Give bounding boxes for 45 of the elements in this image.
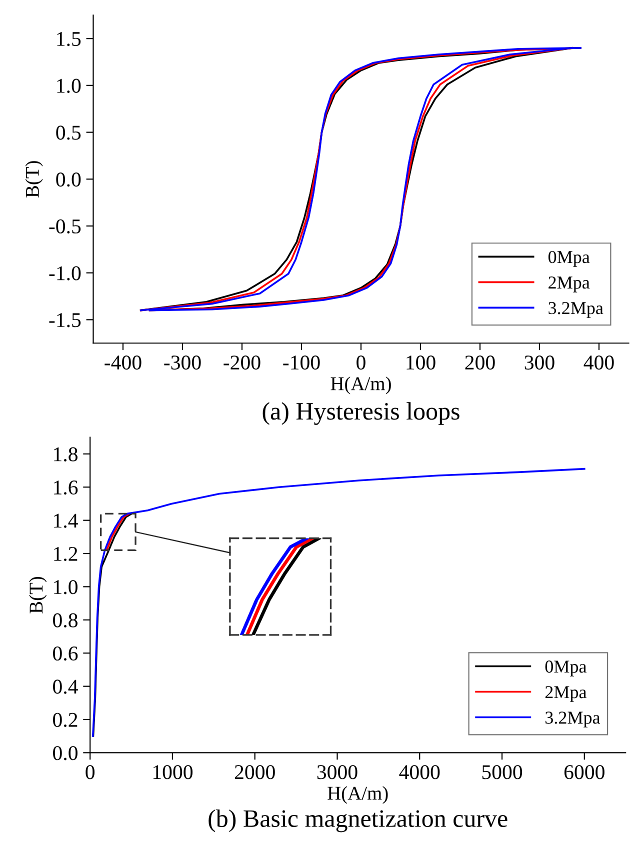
y-axis-title: B(T) <box>25 161 43 198</box>
y-tick-label: 0.0 <box>56 172 81 187</box>
x-tick-label: 0 <box>86 765 95 780</box>
legend-label: 2Mpa <box>548 276 590 292</box>
y-tick-label: 0.0 <box>53 746 78 760</box>
y-tick-label: 0.4 <box>53 680 78 694</box>
x-tick-label: 5000 <box>482 765 522 780</box>
y-tick-label: 1.6 <box>54 480 78 495</box>
y-tick-label: 1.8 <box>54 447 78 462</box>
x-tick-label: -100 <box>283 356 320 370</box>
y-tick-label: 1.2 <box>54 546 78 562</box>
y-tick-label: -0.5 <box>49 219 81 234</box>
x-tick-label: -200 <box>224 356 260 370</box>
y-tick-label: -1.5 <box>49 313 81 328</box>
y-tick-label: 0.6 <box>53 646 78 661</box>
y-tick-label: 0.2 <box>53 712 78 728</box>
y-tick-label: 1.4 <box>54 514 78 528</box>
text: (a) Hysteresis loops <box>262 402 460 425</box>
y-tick-label: 0.5 <box>56 126 81 140</box>
x-tick-label: 6000 <box>564 765 604 780</box>
x-axis-title: H(A/m) <box>330 376 391 394</box>
x-tick-label: 2000 <box>234 765 275 780</box>
legend-label: 0Mpa <box>545 660 587 676</box>
y-axis-title: B(T) <box>29 576 47 614</box>
x-tick-label: 3000 <box>317 765 358 780</box>
x-tick-label: 300 <box>524 356 554 370</box>
x-tick-label: 200 <box>465 356 495 370</box>
x-tick-label: 4000 <box>399 765 440 780</box>
y-tick-label: 1.0 <box>54 580 78 594</box>
y-tick-label: 1.0 <box>57 78 81 93</box>
x-tick-label: 1000 <box>153 765 193 780</box>
legend-label: 0Mpa <box>548 250 590 267</box>
legend-label: 3.2Mpa <box>546 712 600 728</box>
x-tick-label: 0 <box>356 356 366 370</box>
x-tick-label: 400 <box>584 356 614 370</box>
text: (b) Basic magnetization curve <box>208 809 508 832</box>
y-tick-label: 0.8 <box>53 613 78 628</box>
legend-label: 3.2Mpa <box>548 302 604 318</box>
x-tick-label: -400 <box>104 356 142 370</box>
x-axis-title: H(A/m) <box>328 786 388 804</box>
x-tick-label: 100 <box>406 356 436 370</box>
y-tick-label: -1.0 <box>49 266 81 280</box>
y-tick-label: 1.5 <box>57 32 81 46</box>
legend-label: 2Mpa <box>545 686 587 702</box>
x-tick-label: -300 <box>164 356 201 370</box>
